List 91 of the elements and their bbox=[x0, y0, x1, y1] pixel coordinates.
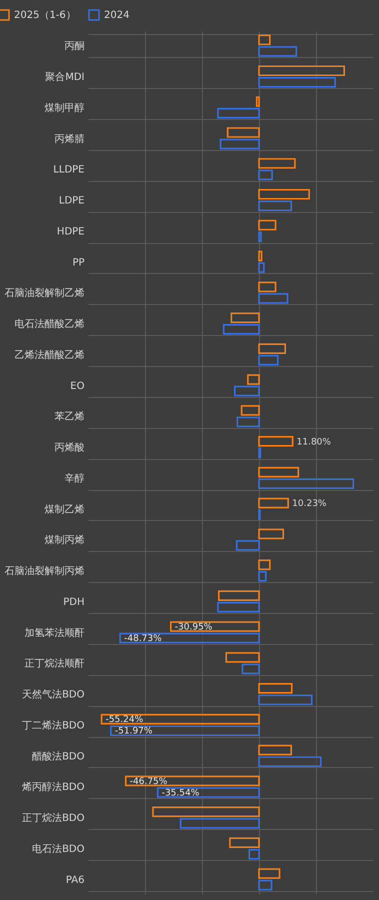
bar bbox=[258, 868, 280, 879]
bar bbox=[258, 220, 276, 230]
bar bbox=[242, 664, 260, 674]
data-label: -46.75% bbox=[130, 776, 168, 787]
bar bbox=[258, 77, 336, 88]
y-tick-label: HDPE bbox=[56, 226, 84, 238]
y-tick-label: 电石法BDO bbox=[32, 842, 85, 855]
bar bbox=[258, 343, 286, 354]
bar bbox=[258, 559, 271, 570]
data-label: 11.80% bbox=[296, 437, 332, 448]
y-tick-label: 石脑油裂解制丙烯 bbox=[4, 565, 84, 578]
data-label: -48.73% bbox=[124, 634, 162, 644]
bar bbox=[218, 590, 260, 601]
bar bbox=[236, 540, 260, 551]
bar bbox=[258, 262, 265, 273]
bar bbox=[110, 725, 260, 736]
y-tick-label: 煤制乙烯 bbox=[44, 503, 84, 516]
bar bbox=[258, 528, 284, 540]
y-tick-label: EO bbox=[70, 380, 85, 392]
bar bbox=[225, 652, 260, 663]
y-tick-label: 丙酮 bbox=[64, 41, 84, 52]
bar bbox=[258, 282, 276, 292]
bar bbox=[170, 621, 260, 632]
bar bbox=[258, 293, 288, 304]
bar bbox=[156, 787, 260, 798]
bar bbox=[258, 200, 292, 212]
y-tick-label: PP bbox=[72, 257, 84, 268]
y-tick-label: 丙烯腈 bbox=[54, 132, 84, 145]
bar bbox=[226, 127, 260, 138]
y-tick-label: 加氢苯法顺酐 bbox=[24, 626, 84, 639]
y-tick-label: 丙烯酸 bbox=[54, 442, 84, 454]
y-tick-label: 天然气法BDO bbox=[22, 688, 85, 701]
legend-label: 2024 bbox=[104, 10, 130, 21]
bar bbox=[220, 138, 260, 150]
y-tick-label: 乙烯法醋酸乙烯 bbox=[14, 348, 84, 361]
bar bbox=[258, 188, 310, 200]
bar bbox=[258, 34, 271, 46]
bar bbox=[248, 848, 260, 860]
bar bbox=[258, 694, 313, 706]
legend-label: 2025（1-6） bbox=[14, 10, 76, 21]
bar bbox=[234, 386, 260, 396]
bar bbox=[258, 756, 322, 767]
y-tick-label: 醋酸法BDO bbox=[32, 750, 85, 762]
bar bbox=[258, 744, 292, 756]
y-tick-label: PA6 bbox=[66, 874, 84, 886]
y-tick-label: 煤制丙烯 bbox=[44, 534, 84, 546]
bar bbox=[258, 466, 300, 478]
bar bbox=[258, 880, 272, 890]
bar bbox=[217, 602, 260, 613]
y-tick-label: 苯乙烯 bbox=[54, 410, 84, 423]
y-tick-label: LLDPE bbox=[53, 164, 84, 176]
bar bbox=[247, 374, 260, 385]
bar bbox=[258, 65, 346, 76]
bar bbox=[217, 108, 260, 119]
bar bbox=[258, 571, 267, 582]
y-tick-label: 正丁烷法BDO bbox=[22, 812, 85, 824]
bar bbox=[152, 806, 260, 818]
y-tick-label: 电石法醋酸乙烯 bbox=[14, 318, 84, 330]
y-tick-label: PDH bbox=[63, 596, 84, 608]
bar bbox=[258, 354, 279, 366]
y-tick-label: 石脑油裂解制乙烯 bbox=[4, 287, 84, 300]
data-label: -30.95% bbox=[174, 622, 213, 633]
data-label: 10.23% bbox=[292, 499, 327, 510]
bar bbox=[258, 498, 289, 508]
bar bbox=[258, 682, 293, 694]
bar bbox=[258, 436, 294, 447]
y-tick-label: 烯丙醇法BDO bbox=[22, 781, 85, 794]
bar bbox=[258, 250, 262, 262]
bar bbox=[236, 416, 260, 428]
bar bbox=[258, 478, 354, 490]
data-label: -35.54% bbox=[162, 788, 200, 798]
y-tick-label: 正丁烷法顺酐 bbox=[24, 658, 84, 670]
bar bbox=[119, 632, 260, 644]
y-tick-label: 辛醇 bbox=[64, 472, 84, 484]
y-tick-label: 煤制甲醇 bbox=[44, 102, 84, 114]
y-tick-label: LDPE bbox=[58, 196, 84, 207]
bar bbox=[230, 312, 260, 324]
bar bbox=[229, 837, 260, 848]
data-label: -51.97% bbox=[114, 726, 153, 737]
y-tick-label: 聚合MDI bbox=[45, 71, 84, 84]
bar bbox=[258, 158, 296, 169]
bar bbox=[256, 96, 260, 107]
y-tick-label: 丁二烯法BDO bbox=[22, 719, 85, 732]
bar bbox=[240, 405, 260, 416]
bar bbox=[180, 818, 260, 829]
bar bbox=[258, 46, 298, 57]
bar bbox=[124, 776, 260, 786]
bar bbox=[258, 170, 273, 180]
bar bbox=[222, 324, 260, 335]
bar bbox=[100, 714, 260, 724]
data-label: -55.24% bbox=[106, 715, 144, 726]
